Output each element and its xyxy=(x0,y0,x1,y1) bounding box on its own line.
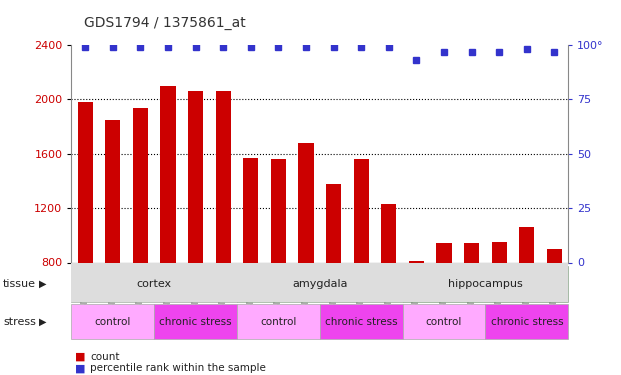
Text: hippocampus: hippocampus xyxy=(448,279,523,289)
Text: ■: ■ xyxy=(75,363,85,373)
Bar xyxy=(381,204,396,262)
Bar xyxy=(243,158,258,262)
Bar xyxy=(492,242,507,262)
Bar xyxy=(547,249,562,262)
Bar xyxy=(78,102,93,262)
Text: GDS1794 / 1375861_at: GDS1794 / 1375861_at xyxy=(84,16,245,30)
Bar xyxy=(519,227,535,262)
Bar xyxy=(188,91,203,262)
Text: ▶: ▶ xyxy=(39,316,46,327)
Text: amygdala: amygdala xyxy=(292,279,348,289)
Bar xyxy=(215,91,231,262)
Bar xyxy=(353,159,369,262)
Bar xyxy=(160,86,176,262)
Text: stress: stress xyxy=(3,316,36,327)
Text: chronic stress: chronic stress xyxy=(160,316,232,327)
Bar xyxy=(437,243,451,262)
Text: chronic stress: chronic stress xyxy=(491,316,563,327)
Bar xyxy=(271,159,286,262)
Text: control: control xyxy=(94,316,131,327)
Text: cortex: cortex xyxy=(137,279,172,289)
Bar xyxy=(105,120,120,262)
Bar xyxy=(133,108,148,262)
Text: percentile rank within the sample: percentile rank within the sample xyxy=(90,363,266,373)
Bar xyxy=(299,143,314,262)
Text: ■: ■ xyxy=(75,352,85,362)
Text: count: count xyxy=(90,352,120,362)
Text: tissue: tissue xyxy=(3,279,36,289)
Text: control: control xyxy=(260,316,297,327)
Text: control: control xyxy=(426,316,462,327)
Bar xyxy=(464,243,479,262)
Bar xyxy=(326,184,341,262)
Text: ▶: ▶ xyxy=(39,279,46,289)
Text: chronic stress: chronic stress xyxy=(325,316,397,327)
Bar xyxy=(409,261,424,262)
